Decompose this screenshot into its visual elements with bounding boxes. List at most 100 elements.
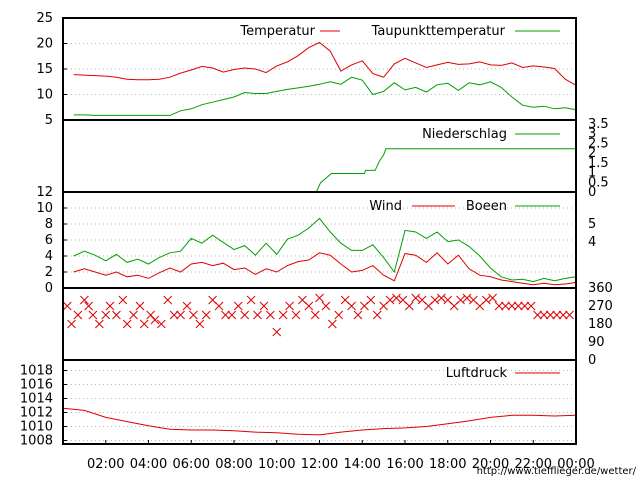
y-tick-label: 1014: [20, 392, 53, 407]
y-tick-label: 1018: [20, 364, 53, 379]
wind-direction-point: [62, 301, 72, 311]
wind-direction-point: [315, 293, 324, 303]
panel-wind-direction-frame: [62, 287, 577, 361]
wind-direction-point: [259, 301, 269, 311]
wind-direction-point: [310, 310, 320, 320]
wind-direction-point: [291, 310, 301, 320]
x-tick-label: 12:00: [301, 457, 338, 472]
wind-direction-point: [501, 301, 510, 311]
wind-direction-point: [150, 315, 160, 325]
wind-direction-point: [105, 301, 115, 311]
series-line-temperatur: [73, 41, 577, 86]
y-right-tick-label: 2: [588, 146, 596, 161]
x-tick-label: 20:00: [472, 457, 509, 472]
x-tick-label: 00:00: [557, 457, 594, 472]
wind-direction-point: [221, 310, 230, 320]
wind-direction-markers: [62, 293, 574, 337]
y-tick-label: 10: [36, 88, 53, 103]
y-tick-label: 0: [45, 281, 53, 296]
series-line-luftdruck: [62, 407, 577, 436]
legend-temperature: Temperatur Taupunkttemperatur: [239, 24, 560, 39]
wind-direction-point: [385, 295, 395, 305]
wind-direction-point: [513, 301, 523, 311]
wind-direction-point: [494, 301, 504, 311]
wind-direction-point: [176, 310, 185, 320]
y-tick-label: 15: [36, 62, 53, 77]
wind-direction-point: [233, 301, 243, 311]
y-right-tick-label: 0: [588, 353, 596, 368]
wind-direction-point: [240, 310, 250, 320]
wind-direction-point: [67, 319, 76, 329]
wind-direction-point: [139, 319, 149, 329]
legend-precipitation: Niederschlag: [422, 127, 560, 142]
y-right-tick-label: 360: [588, 281, 613, 296]
legend-label-wind: Wind: [369, 199, 402, 214]
wind-direction-point: [189, 310, 198, 320]
x-tick-label: 02:00: [87, 457, 124, 472]
series-line-boeen: [73, 217, 577, 283]
wind-direction-point: [227, 310, 237, 320]
y-tick-label: 25: [36, 11, 53, 26]
wind-direction-point: [246, 295, 256, 305]
wind-direction-point: [135, 301, 145, 311]
y-tick-label: 20: [36, 37, 53, 52]
series-line-wind: [73, 252, 577, 286]
wind-direction-point: [520, 301, 530, 311]
wind-direction-point: [404, 301, 414, 311]
y-tick-label: 5: [45, 113, 53, 128]
wind-direction-point: [156, 319, 166, 329]
legend-label-temperatur: Temperatur: [239, 24, 315, 39]
wind-direction-point: [195, 319, 205, 329]
grid-lines: [63, 43, 576, 441]
y-right-tick-label: 5: [588, 217, 596, 232]
data-series: [62, 41, 577, 436]
wind-direction-point: [129, 310, 138, 320]
wind-direction-point: [80, 295, 89, 305]
wind-direction-point: [353, 310, 363, 320]
wind-direction-point: [122, 319, 132, 329]
wind-direction-point: [253, 310, 262, 320]
axis-labels: 51015202500.511.522.533.5024681012450901…: [20, 11, 613, 472]
wind-direction-point: [552, 310, 562, 320]
footer-url: http://www.tiefflieger.de/wetter/: [477, 466, 637, 477]
wind-direction-point: [481, 295, 491, 305]
y-right-tick-label: 3: [588, 127, 596, 142]
wind-direction-point: [347, 301, 356, 311]
wind-direction-point: [304, 301, 314, 311]
wind-direction-point: [565, 310, 574, 320]
legend-label-luftdruck: Luftdruck: [446, 366, 508, 381]
wind-direction-point: [201, 310, 211, 320]
y-right-tick-label: 1: [588, 166, 596, 181]
y-right-tick-label: 0.5: [588, 175, 609, 190]
x-tick-label: 18:00: [429, 457, 466, 472]
series-line-taupunkttemperatur: [73, 76, 577, 116]
wind-direction-point: [272, 327, 282, 337]
wind-direction-point: [73, 310, 83, 320]
wind-direction-point: [94, 319, 104, 329]
wind-direction-point: [488, 293, 497, 303]
legend-label-boeen: Boeen: [466, 199, 507, 214]
series-line-niederschlag: [315, 148, 576, 193]
y-right-tick-label: 2.5: [588, 136, 609, 151]
wind-direction-point: [392, 293, 401, 303]
x-tick-label: 06:00: [173, 457, 210, 472]
y-right-tick-label: 3.5: [588, 117, 609, 132]
wind-direction-point: [507, 301, 517, 311]
y-tick-label: 8: [45, 217, 53, 232]
x-tick-label: 14:00: [344, 457, 381, 472]
x-tick-label: 22:00: [515, 457, 552, 472]
wind-direction-point: [84, 301, 94, 311]
wind-direction-point: [430, 295, 440, 305]
y-tick-label: 4: [45, 249, 53, 264]
wind-direction-point: [285, 301, 294, 311]
wind-direction-point: [214, 301, 224, 311]
y-right-tick-label: 270: [588, 299, 613, 314]
wind-direction-point: [112, 310, 121, 320]
wind-direction-point: [539, 310, 549, 320]
y-right-tick-label: 90: [588, 335, 605, 350]
x-tick-label: 16:00: [386, 457, 423, 472]
wind-direction-point: [372, 310, 382, 320]
wind-direction-point: [462, 293, 472, 303]
wind-direction-point: [533, 310, 542, 320]
